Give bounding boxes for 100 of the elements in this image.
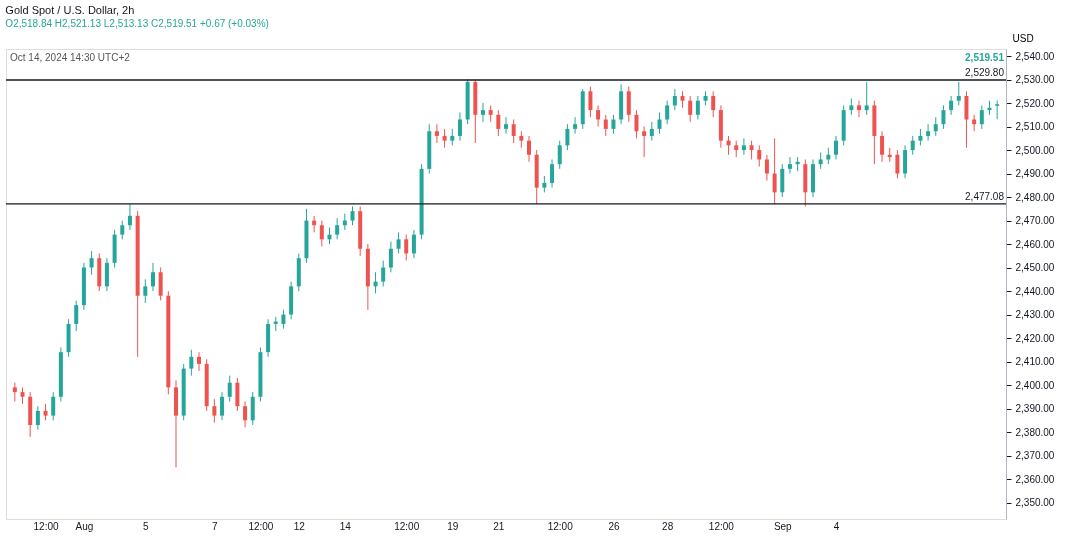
candlestick	[350, 205, 355, 226]
candlestick	[933, 116, 938, 137]
candlestick	[749, 140, 754, 160]
y-tick-label: 2,400.00	[1015, 379, 1055, 391]
x-tick-label: 12:00	[708, 520, 735, 532]
candlestick	[741, 137, 746, 156]
candlestick	[212, 398, 217, 424]
y-tick-label: 2,410.00	[1015, 356, 1055, 368]
candlestick	[780, 163, 785, 198]
candlestick	[197, 351, 202, 372]
candlestick	[120, 220, 125, 240]
candlestick	[104, 257, 109, 292]
candlestick	[711, 90, 716, 118]
candlestick	[396, 231, 401, 254]
x-tick-label: 14	[339, 520, 352, 532]
x-tick-label: 12:00	[394, 520, 420, 532]
y-tick-label: 2,530.00	[1015, 74, 1055, 86]
candlestick	[335, 217, 340, 240]
y-tick-label: 2,380.00	[1015, 426, 1055, 438]
candlestick	[956, 81, 961, 106]
candlestick	[511, 119, 516, 144]
candlestick	[895, 149, 900, 179]
x-tick-label: 12:00	[33, 520, 59, 532]
candlestick	[941, 104, 946, 130]
candlestick	[642, 126, 647, 158]
y-tick-label: 2,490.00	[1015, 168, 1055, 180]
candlestick	[35, 405, 40, 431]
candlestick	[480, 102, 485, 123]
candlestick	[588, 86, 593, 118]
y-tick-label: 2,430.00	[1015, 309, 1055, 321]
candlestick	[250, 391, 255, 426]
chart-subtitle: O2,518.84 H2,521.13 L2,513.13 C2,519.51 +0.67 (+0.03%)	[5, 18, 269, 29]
candlestick	[457, 111, 462, 142]
candlestick	[143, 278, 148, 304]
candlestick	[787, 156, 792, 175]
candlestick	[550, 158, 555, 189]
annotation: Oct 14, 2024 14:30 UTC+2	[10, 52, 131, 63]
candlestick	[404, 234, 409, 261]
y-tick-label: 2,390.00	[1015, 403, 1055, 415]
y-axis-title: USD	[1012, 32, 1034, 44]
candlestick	[158, 267, 163, 301]
candlestick	[657, 111, 662, 135]
candlestick	[235, 377, 240, 412]
y-tick-label: 2,370.00	[1015, 450, 1055, 462]
candlestick	[864, 81, 869, 116]
candlestick	[665, 100, 670, 125]
candlestick	[319, 220, 324, 247]
y-tick-label: 2,350.00	[1015, 497, 1055, 509]
annotation: 2,519.51	[965, 52, 1005, 63]
candlestick	[496, 109, 501, 137]
candlestick	[150, 262, 155, 292]
candlestick	[573, 116, 578, 135]
y-tick-label: 2,460.00	[1015, 238, 1055, 250]
x-tick-label: Sep	[773, 520, 793, 532]
candlestick	[74, 299, 79, 332]
y-tick-label: 2,480.00	[1015, 191, 1055, 203]
x-tick-label: 12	[293, 520, 306, 532]
candlestick	[688, 95, 693, 123]
y-tick-label: 2,540.00	[1015, 50, 1055, 62]
candlestick	[834, 135, 838, 160]
candlestick	[220, 391, 225, 421]
candlestick	[611, 114, 616, 135]
candlestick	[51, 391, 56, 421]
x-tick-label: 7	[212, 520, 219, 532]
x-tick-label: Aug	[75, 520, 94, 532]
candlestick	[979, 104, 984, 130]
candlestick	[757, 144, 762, 167]
x-tick-label: 26	[608, 520, 620, 532]
candlestick	[12, 382, 17, 402]
candlestick	[764, 154, 769, 182]
candlestick	[411, 229, 416, 259]
y-tick-label: 2,360.00	[1015, 473, 1055, 485]
x-tick-label: 21	[493, 520, 505, 532]
candlestick	[281, 309, 286, 330]
candlestick	[596, 104, 601, 128]
candlestick	[995, 99, 1000, 120]
candlestick	[243, 401, 248, 428]
candlestick	[910, 135, 915, 156]
y-tick-label: 2,440.00	[1015, 285, 1055, 297]
x-tick-label: 4	[833, 520, 840, 532]
y-tick-label: 2,510.00	[1015, 121, 1055, 133]
x-tick-label: 5	[143, 520, 150, 532]
candlestick	[527, 135, 532, 163]
candlestick	[949, 95, 954, 116]
x-tick-label: 12:00	[248, 520, 274, 532]
candlestick	[672, 88, 677, 111]
candlestick	[565, 123, 570, 151]
candlestick	[903, 144, 908, 179]
candlestick	[89, 250, 94, 276]
candlestick	[634, 109, 639, 139]
candlestick	[127, 203, 132, 231]
candlestick	[388, 241, 393, 273]
candlestick	[381, 260, 386, 287]
candlestick	[557, 140, 562, 170]
candlestick	[880, 130, 885, 163]
candlestick	[964, 90, 969, 149]
candlestick	[504, 116, 508, 135]
candlestick	[626, 86, 631, 123]
candlestick	[189, 349, 194, 377]
ref-line-label: 2,477.08	[965, 190, 1005, 202]
